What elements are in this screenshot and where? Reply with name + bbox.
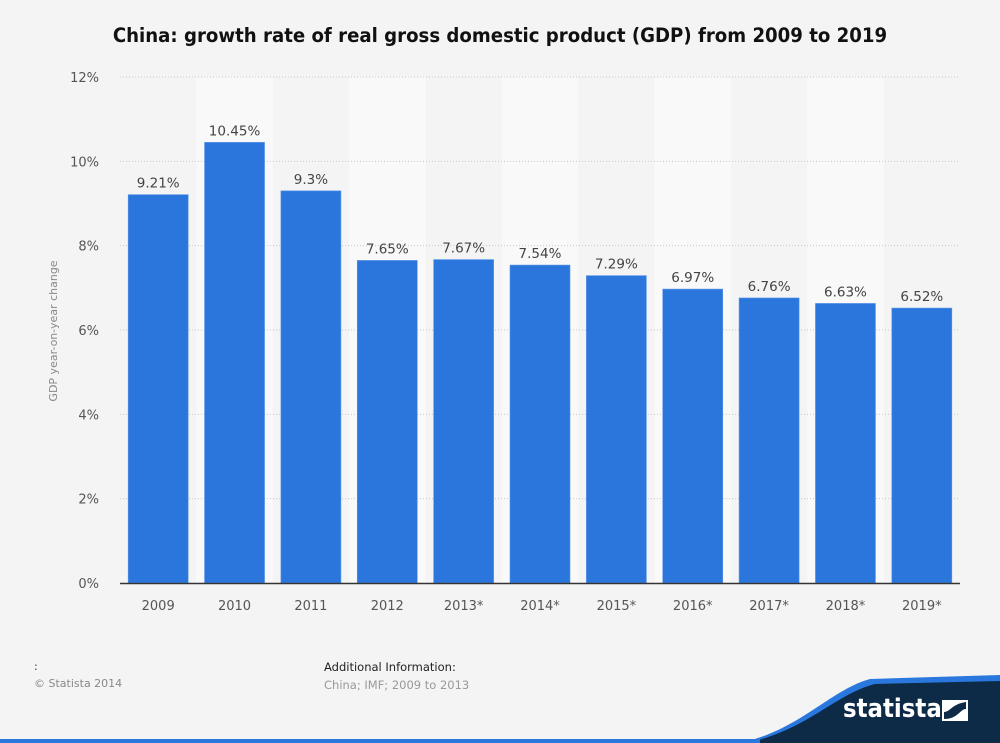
x-axis-ticks: 2009 2010 2011 2012 2013* 2014* 2015* 2016* 2017… (142, 599, 942, 614)
bar (433, 259, 494, 584)
y-tick-label: 4% (78, 408, 99, 423)
additional-information: Additional Information: China; IMF; 2009… (324, 658, 469, 694)
data-label: 6.97% (671, 270, 714, 286)
data-label: 7.29% (595, 257, 638, 273)
y-axis-label: GDP year-on-year change (47, 260, 60, 401)
x-tick-label: 2018* (826, 599, 866, 614)
x-tick-label: 2017* (749, 599, 789, 614)
bars (127, 142, 953, 584)
additional-info-label: Additional Information: (324, 660, 456, 674)
y-tick-label: 12% (70, 71, 99, 86)
chart-title: China: growth rate of real gross domesti… (112, 24, 888, 47)
data-label: 7.67% (442, 241, 485, 257)
bar (127, 194, 189, 584)
footer-source: : © Statista 2014 (34, 658, 122, 692)
data-label: 9.21% (137, 176, 180, 192)
x-tick-label: 2009 (142, 599, 175, 614)
y-tick-label: 6% (78, 324, 99, 339)
copyright-text: © Statista 2014 (34, 677, 123, 690)
x-tick-label: 2012 (371, 599, 404, 614)
bar (204, 142, 265, 584)
source-colon: : (34, 660, 38, 673)
bar (815, 303, 876, 584)
x-tick-label: 2016* (673, 599, 713, 614)
y-tick-label: 2% (78, 493, 99, 508)
value-labels: 9.21% 10.45% 9.3% 7.65% 7.67% 7.54% 7.29% 6.97%… (137, 123, 944, 305)
y-tick-label: 10% (70, 155, 99, 170)
data-label: 10.45% (209, 123, 261, 139)
bar (662, 288, 724, 584)
data-label: 6.63% (824, 284, 867, 300)
bar (586, 275, 647, 584)
additional-info-text: China; IMF; 2009 to 2013 (324, 678, 470, 692)
y-axis-ticks: 0% 2% 4% 6% 8% 10% 12% (70, 71, 99, 592)
y-tick-label: 0% (78, 577, 99, 592)
x-tick-label: 2015* (597, 599, 637, 614)
data-label: 6.52% (900, 289, 943, 305)
bar (891, 307, 953, 584)
x-tick-label: 2019* (902, 599, 942, 614)
data-label: 6.76% (748, 279, 791, 295)
statista-logo-icon (942, 700, 968, 721)
x-tick-label: 2010 (218, 599, 251, 614)
data-label: 7.65% (366, 241, 409, 257)
bar (280, 190, 342, 584)
y-tick-label: 8% (78, 240, 99, 255)
data-label: 9.3% (294, 172, 328, 188)
bar (356, 260, 418, 584)
data-label: 7.54% (519, 246, 562, 262)
x-tick-label: 2013* (444, 599, 484, 614)
bar (509, 264, 571, 584)
x-tick-label: 2011 (294, 599, 327, 614)
bar (738, 297, 800, 584)
x-tick-label: 2014* (520, 599, 560, 614)
statista-brand-name: statista (843, 694, 942, 724)
